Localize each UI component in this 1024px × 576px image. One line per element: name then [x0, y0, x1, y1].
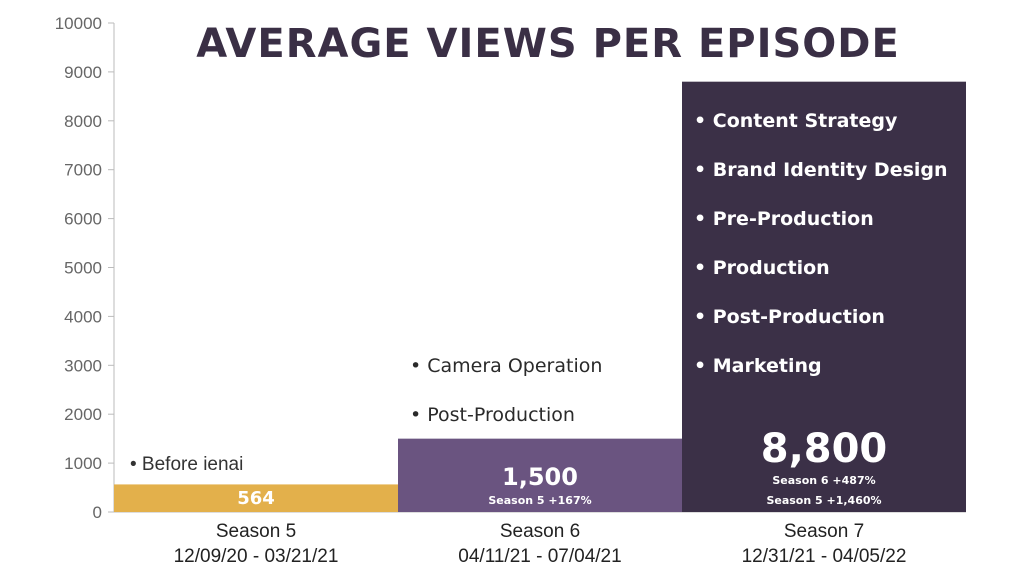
x-category-dates: 12/31/21 - 04/05/22: [742, 546, 907, 567]
annotation-text: • Pre-Production: [694, 208, 874, 230]
y-tick-label: 1000: [64, 454, 102, 473]
bar: [114, 484, 398, 512]
y-tick-label: 8000: [64, 112, 102, 131]
bar: [398, 438, 682, 512]
growth-label: Season 6 +487%: [772, 474, 875, 487]
bar: [682, 81, 966, 513]
chart-title: AVERAGE VIEWS PER EPISODE: [196, 21, 900, 67]
y-axis: 0 1000 2000 3000 4000 5000 6000 7000 8000 9000 100…: [55, 14, 966, 522]
x-category-dates: 04/11/21 - 07/04/21: [458, 546, 621, 567]
growth-label: Season 5 +1,460%: [766, 494, 881, 507]
annotation-text: • Marketing: [694, 355, 822, 377]
x-category-dates: 12/09/20 - 03/21/21: [174, 546, 339, 567]
y-tick-label: 4000: [64, 307, 102, 326]
y-tick-label: 5000: [64, 259, 102, 278]
annotation-text: • Post-Production: [410, 404, 575, 426]
growth-label: Season 5 +167%: [488, 494, 591, 507]
y-tick-label: 7000: [64, 161, 102, 180]
y-tick-label: 6000: [64, 210, 102, 229]
data-label: 1,500: [502, 463, 578, 491]
y-tick-label: 9000: [64, 63, 102, 82]
annotation-text: • Camera Operation: [410, 355, 602, 377]
annotation-text: • Content Strategy: [694, 110, 898, 132]
y-tick-label: 10000: [55, 14, 102, 33]
y-tick-label: 3000: [64, 356, 102, 375]
bars: [114, 81, 966, 513]
data-label: 8,800: [761, 426, 888, 472]
annotation-text: • Post-Production: [694, 306, 885, 328]
data-label: 564: [237, 488, 275, 509]
annotation-text: • Production: [694, 257, 830, 279]
y-tick-label: 0: [93, 503, 102, 522]
labels: Season 5 12/09/20 - 03/21/21 564 • Before i…: [130, 110, 948, 567]
annotation-text: • Brand Identity Design: [694, 159, 948, 181]
annotation-text: • Before ienai: [130, 454, 243, 475]
x-category-label: Season 6: [500, 521, 580, 542]
x-category-label: Season 7: [784, 521, 864, 542]
x-category-label: Season 5: [216, 521, 296, 542]
y-tick-label: 2000: [64, 405, 102, 424]
